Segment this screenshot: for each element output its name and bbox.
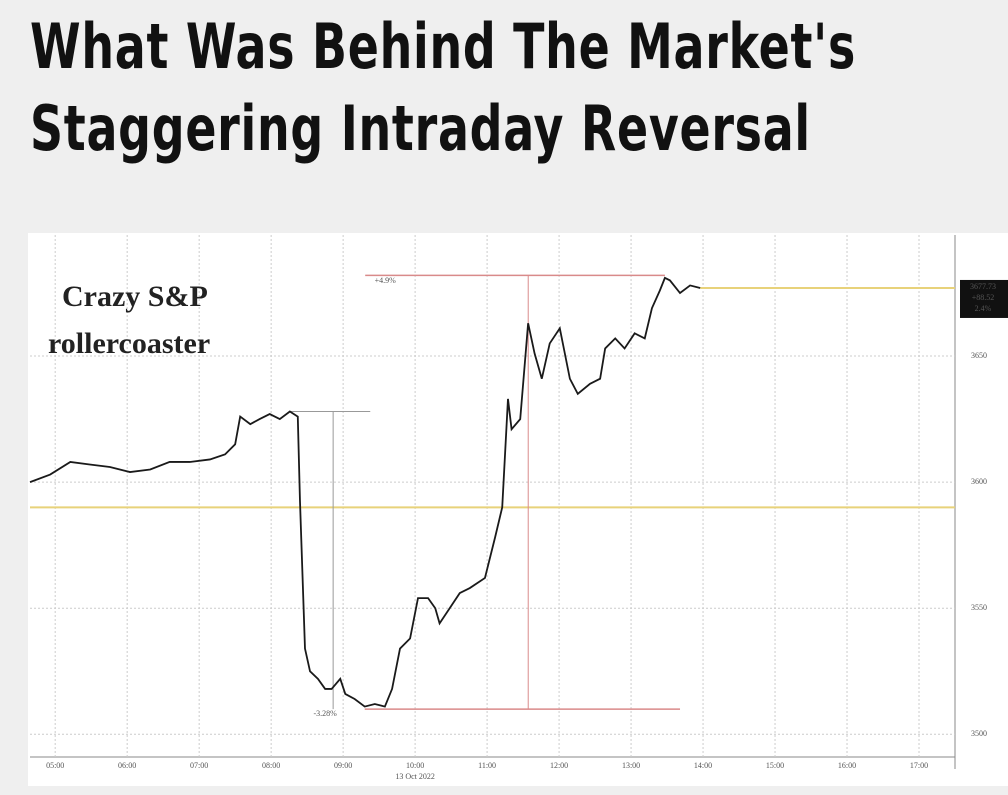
last-value-text: +88.52 <box>972 293 995 302</box>
x-tick-label: 13:00 <box>622 761 640 770</box>
x-tick-label: 10:00 <box>406 761 424 770</box>
y-tick-label: 3650 <box>971 351 987 360</box>
x-tick-label: 11:00 <box>478 761 496 770</box>
chart-label: Crazy S&P <box>62 280 208 313</box>
x-tick-label: 15:00 <box>766 761 784 770</box>
headline: What Was Behind The Market's Staggering … <box>30 10 857 165</box>
chart-background <box>28 233 1008 786</box>
range-label: +4.9% <box>375 276 397 285</box>
last-value-box <box>960 279 1008 318</box>
last-value-text: 3677.73 <box>970 282 996 291</box>
x-tick-label: 16:00 <box>838 761 856 770</box>
x-tick-label: 14:00 <box>694 761 712 770</box>
last-value-text: 2.4% <box>975 304 992 313</box>
price-line <box>29 276 701 708</box>
range-label: -3.28% <box>313 709 337 718</box>
x-sublabel: 13 Oct 2022 <box>395 772 435 781</box>
x-tick-label: 05:00 <box>46 761 64 770</box>
y-tick-label: 3550 <box>971 603 987 612</box>
x-tick-label: 06:00 <box>118 761 136 770</box>
y-tick-label: 3600 <box>971 477 987 486</box>
x-tick-label: 08:00 <box>262 761 280 770</box>
x-tick-label: 17:00 <box>910 761 928 770</box>
x-tick-label: 12:00 <box>550 761 568 770</box>
y-tick-label: 3500 <box>971 729 987 738</box>
x-tick-label: 09:00 <box>334 761 352 770</box>
chart-label: rollercoaster <box>48 327 210 360</box>
x-tick-label: 07:00 <box>190 761 208 770</box>
